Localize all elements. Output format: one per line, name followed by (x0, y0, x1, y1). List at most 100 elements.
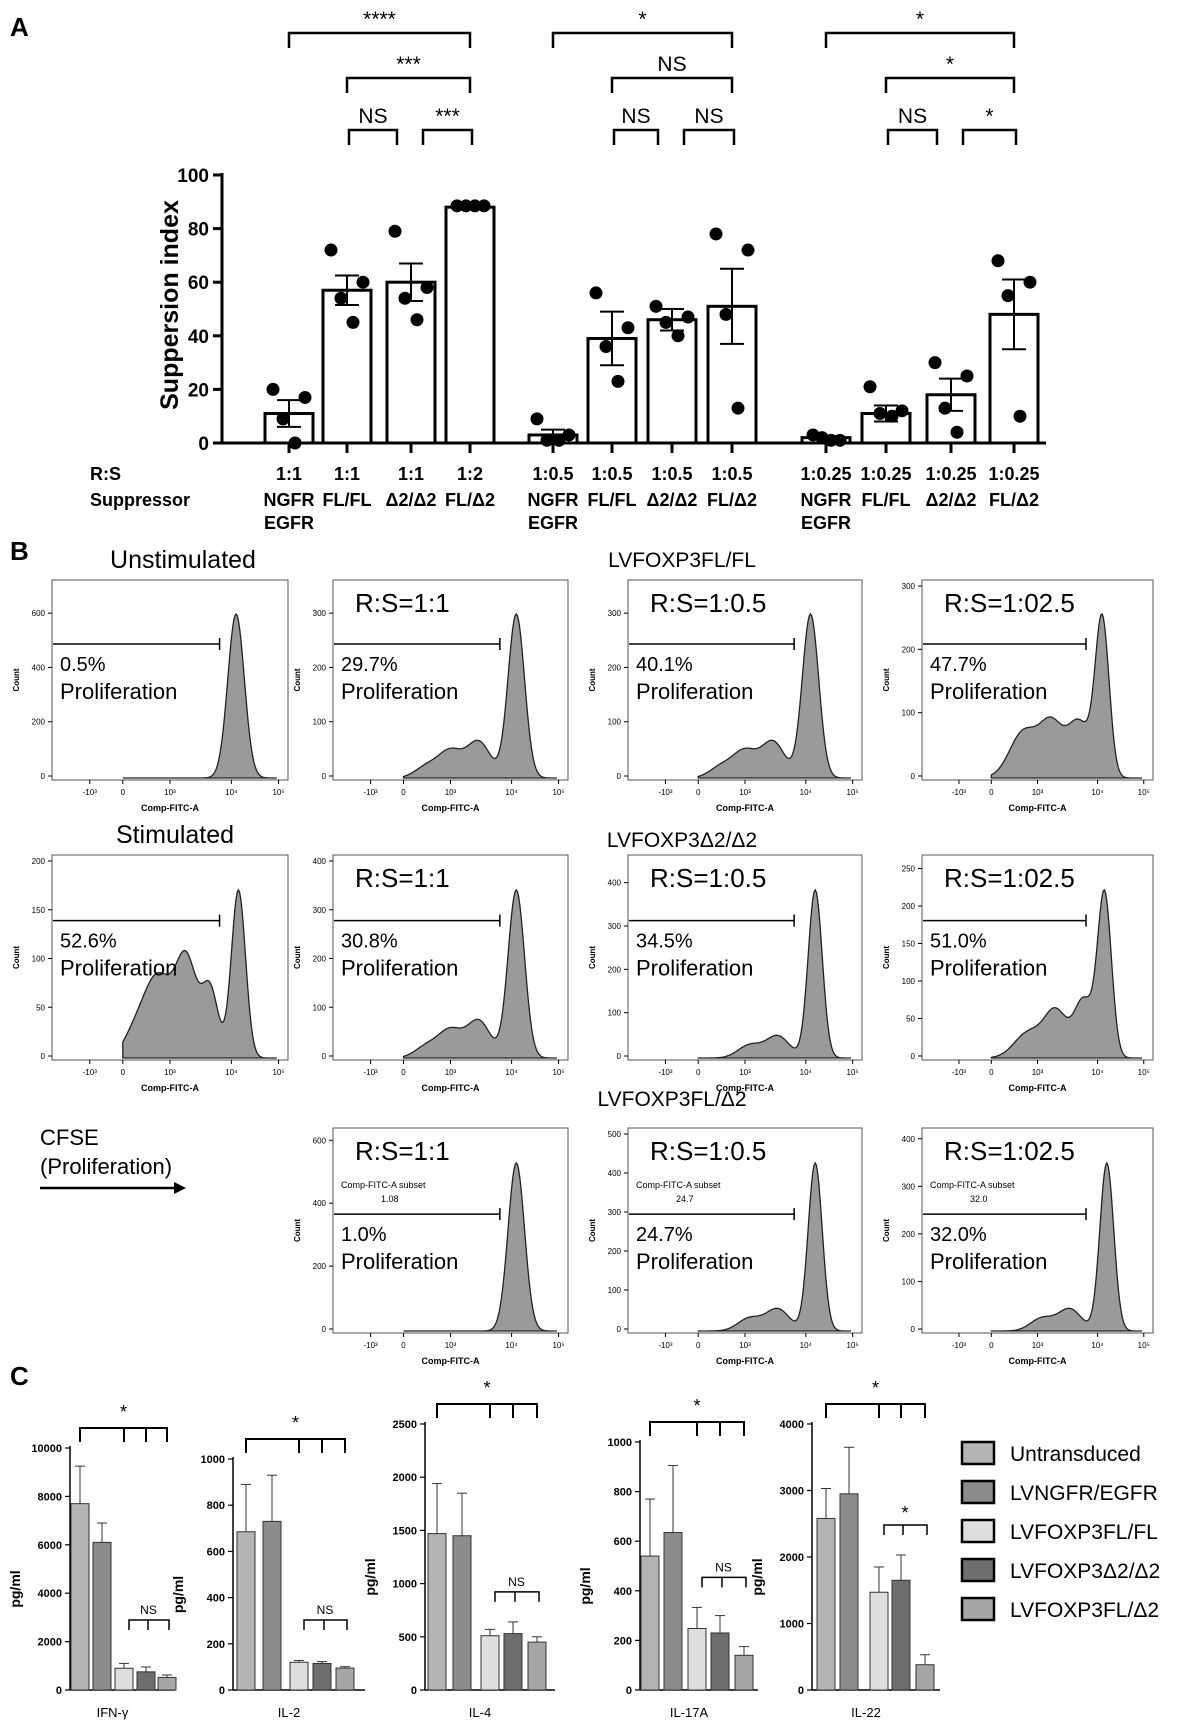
panel-a-ratio-label: 1:0.25 (800, 464, 851, 484)
histogram-y-tick-label: 150 (902, 940, 916, 949)
proliferation-label: Proliferation (930, 679, 1047, 704)
panel-a-data-point (410, 313, 424, 327)
histogram-x-tick-label: 10⁵ (272, 788, 284, 797)
histogram-y-tick-label: 200 (313, 955, 327, 964)
cytokine-y-tick-label: 6000 (38, 1540, 62, 1552)
histogram-x-label: Comp-FITC-A (1009, 803, 1067, 813)
cytokine-top-significance: * (292, 1413, 299, 1433)
subset-label: Comp-FITC-A subset (636, 1180, 721, 1190)
panel-a-data-point (621, 321, 635, 335)
histogram-y-tick-label: 500 (608, 1130, 622, 1139)
cfse-label: CFSE (40, 1125, 99, 1150)
histogram-y-tick-label: 400 (902, 1135, 916, 1144)
cytokine-bar (289, 1661, 309, 1691)
cytokine-bar (427, 1533, 447, 1691)
cytokine-y-tick-label: 0 (626, 1685, 632, 1697)
cytokine-y-label: pg/ml (170, 1576, 186, 1613)
panel-a-data-point (873, 407, 887, 421)
panel-a-data-point (276, 412, 290, 426)
significance-label: *** (435, 105, 460, 128)
significance-bracket (884, 76, 1016, 93)
histogram-x-label: Comp-FITC-A (1009, 1083, 1067, 1093)
cytokine-sub-bracket (883, 1524, 928, 1536)
legend-label: LVFOXP3FL/FL (1010, 1521, 1158, 1544)
histogram-x-tick-label: 0 (696, 1341, 701, 1350)
cytokine-sub-significance: NS (317, 1603, 334, 1617)
panel-a-data-point (833, 433, 847, 447)
histogram-x-tick-label: 10³ (164, 1068, 176, 1077)
histogram-x-tick-label: -10³ (363, 1341, 378, 1350)
cytokine-sub-bracket (303, 1619, 348, 1630)
histogram-x-tick-label: 0 (401, 1341, 406, 1350)
panel-a-ratio-label: 1:0.25 (860, 464, 911, 484)
histogram-x-tick-label: -10³ (952, 1341, 967, 1350)
significance-bracket (421, 128, 474, 145)
proliferation-percent: 1.0% (341, 1224, 387, 1246)
panel-a-y-tick-label: 40 (188, 327, 209, 348)
ratio-label: R:S=1:1 (355, 863, 450, 893)
histogram-y-tick-label: 100 (608, 1009, 622, 1018)
panel-a-data-point (991, 254, 1005, 268)
proliferation-percent: 29.7% (341, 654, 398, 676)
panel-a-ratio-label: 1:0.25 (988, 464, 1039, 484)
cytokine-y-tick-label: 2000 (38, 1637, 62, 1649)
histogram-x-tick-label: 10³ (739, 788, 751, 797)
cytokine-y-tick-label: 2500 (393, 1419, 417, 1431)
histogram-x-tick-label: 10⁵ (1138, 1341, 1150, 1350)
histogram-y-label: Count (882, 1219, 891, 1242)
cytokine-y-label: pg/ml (577, 1567, 593, 1604)
subset-label: Comp-FITC-A subset (930, 1180, 1015, 1190)
panel-a-data-point (649, 299, 663, 313)
histogram-plot: 0 200 400 600 Count -10³ 0 10³ 10⁴ 10⁵ Comp-FITC-A… (293, 1127, 569, 1366)
cytokine-bar (452, 1535, 472, 1691)
subset-label: Comp-FITC-A subset (341, 1180, 426, 1190)
panel-a-ratio-label: 1:0.25 (925, 464, 976, 484)
histogram-curve (698, 1161, 851, 1332)
panel-a-data-point (450, 199, 464, 213)
cytokine-title: IFN-γ (97, 1705, 129, 1720)
panel-a-data-point (681, 310, 695, 324)
histogram-x-tick-label: 10⁵ (847, 788, 859, 797)
panel-a-ratio-label: 1:0.5 (532, 464, 573, 484)
histogram-y-label: Count (588, 946, 597, 969)
histogram-y-tick-label: 0 (617, 772, 622, 781)
cytokine-title: IL-2 (278, 1705, 300, 1720)
cytokine-bar (262, 1520, 282, 1691)
histogram-y-tick-label: 0 (911, 1325, 916, 1334)
panel-a-data-point (1023, 275, 1037, 289)
significance-label: * (916, 8, 924, 31)
histogram-curve (991, 1161, 1142, 1332)
panel-a-data-point (938, 401, 952, 415)
histogram-x-label: Comp-FITC-A (422, 1083, 480, 1093)
cytokine-y-tick-label: 500 (399, 1632, 417, 1644)
significance-label: NS (694, 105, 723, 128)
legend-swatch (960, 1596, 996, 1622)
panel-a-y-tick-label: 80 (188, 220, 209, 241)
histogram-curve (698, 888, 851, 1059)
panel-a-ratio-label: 1:0.5 (651, 464, 692, 484)
histogram-x-tick-label: 10⁴ (505, 788, 518, 797)
significance-bracket (347, 128, 399, 145)
cytokine-y-tick-label: 3000 (780, 1486, 804, 1498)
cytokine-y-tick-label: 1000 (393, 1579, 417, 1591)
panel-a-data-point (540, 433, 554, 447)
panel-a-data-point (589, 286, 603, 300)
panel-a-y-tick-label: 60 (188, 273, 209, 294)
cytokine-y-tick-label: 1000 (780, 1619, 804, 1631)
proliferation-label: Proliferation (930, 1249, 1047, 1274)
cytokine-bar (527, 1641, 547, 1691)
cytokine-y-tick-label: 2000 (780, 1552, 804, 1564)
proliferation-percent: 40.1% (636, 654, 693, 676)
histogram-y-tick-label: 100 (608, 718, 622, 727)
panel-a-data-point (324, 243, 338, 257)
significance-bracket (610, 76, 734, 93)
cytokine-top-bracket (436, 1403, 538, 1418)
cytokine-top-significance: * (693, 1396, 700, 1416)
cytokine-bar (312, 1662, 332, 1691)
cytokine-chart: 0 200 400 600 800 1000 pg/ml IL-2 * NS (170, 1413, 365, 1720)
histogram-y-tick-label: 200 (608, 965, 622, 974)
ratio-label: R:S=1:1 (355, 588, 450, 618)
histogram-curve (990, 613, 1142, 779)
